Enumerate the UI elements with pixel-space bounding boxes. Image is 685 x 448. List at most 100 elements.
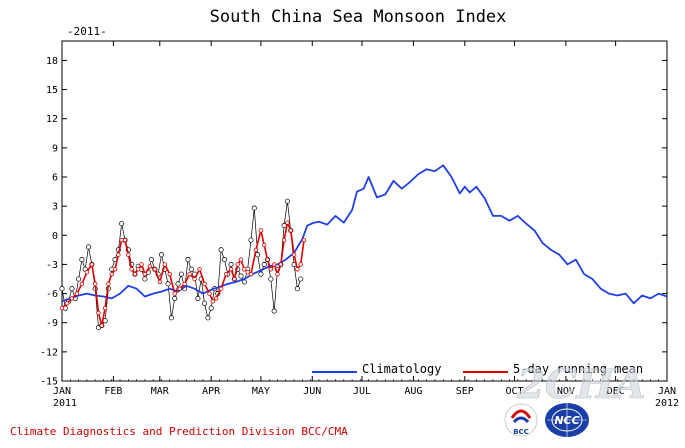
running-mean-point [207,291,212,296]
ncc-logo: NCC [545,403,589,437]
x-tick-label: MAY [252,386,270,397]
running-mean-point [109,271,114,277]
running-mean-point [79,281,85,287]
daily-index-point [208,305,214,311]
daily-index-point [172,295,178,301]
plot-frame [61,40,668,382]
daily-index-point [258,271,264,277]
daily-index-point [195,295,201,301]
x-tick-label: JUL [353,386,371,397]
running-mean-point [157,279,162,285]
running-mean-point [106,281,111,287]
running-mean-point [126,252,131,257]
chart-subtitle: -2011- [67,25,107,38]
running-mean-point [223,271,229,277]
daily-index-point [205,315,211,321]
watermark-text: 2CHA [516,361,646,408]
y-tick-label: 18 [46,56,58,67]
running-mean-point [295,267,300,272]
bcc-logo-text: BCC [513,428,529,436]
y-tick-label: -9 [46,318,58,329]
y-tick-label: 0 [52,231,58,242]
daily-index-point [271,308,277,314]
running-mean-point [228,267,234,272]
y-tick-label: -6 [46,289,58,300]
running-mean-point [245,270,250,275]
running-mean-point [275,271,280,277]
daily-index-point [298,276,304,282]
running-mean-point [288,228,293,233]
running-mean-point [232,276,237,282]
running-mean-point [89,262,95,267]
running-mean-point [129,267,134,272]
running-mean-point [162,262,167,267]
running-mean-point [291,252,297,257]
legend-climatology-label: Climatology [362,362,441,376]
running-mean-point [122,237,128,243]
y-tick-label: 12 [46,114,58,125]
running-mean-point [265,257,270,262]
running-mean-point [218,286,224,291]
running-mean-point [112,267,118,272]
series-layer [59,164,668,331]
daily-index-point [76,276,82,282]
daily-index-point [158,252,165,258]
running-mean-point [177,286,182,291]
running-mean-point [147,264,153,269]
running-mean-point [74,291,80,296]
x-tick-label: JAN [658,386,676,397]
running-mean-point [268,267,274,272]
running-mean-point [210,299,216,304]
ncc-logo-text: NCC [554,414,579,427]
daily-index-point [85,244,92,250]
y-tick-label: 6 [52,173,58,184]
daily-index-point [168,315,174,321]
daily-index-point [59,286,65,292]
footer-division-text: Climate Diagnostics and Prediction Divis… [10,425,348,438]
running-mean-point [258,228,264,233]
x-tick-label: SEP [456,386,474,397]
running-mean-point [235,262,240,267]
x-tick-label: JUN [303,386,321,397]
x-year-end: 2012 [655,398,679,409]
daily-index-point [228,261,234,267]
y-tick-label: 9 [52,143,58,154]
running-mean-point [167,271,172,277]
running-mean-point [253,247,259,253]
daily-index-point [165,281,171,287]
x-tick-label: NOV [557,386,575,397]
running-mean-point [192,276,197,282]
running-mean-point [96,310,101,316]
running-mean-point [136,267,141,272]
x-tick-label: MAR [151,386,170,397]
running-mean-point [99,323,104,328]
running-mean-point [84,270,90,275]
daily-index-point [238,273,244,279]
running-mean-point [116,252,121,257]
daily-index-point [248,237,254,243]
daily-index-point [294,286,300,292]
running-mean-point [278,262,283,267]
running-mean-point [238,257,244,262]
x-tick-label: OCT [505,386,523,397]
y-tick-label: 3 [52,202,58,213]
bcc-logo: BCC [504,403,538,437]
running-mean-point [187,271,192,277]
running-mean-point [139,262,144,267]
y-tick-label: 15 [46,85,58,96]
running-mean-point [69,296,75,301]
running-mean-point [271,262,277,267]
running-mean-point [213,296,219,301]
daily-index-point [119,221,125,227]
running-mean-point [182,281,187,287]
daily-index-point [201,300,208,306]
running-mean-point [202,281,207,287]
x-tick-label: DEC [607,386,625,397]
running-mean-point [262,242,267,248]
running-mean-point [242,267,247,272]
daily-index-point [281,223,287,229]
running-mean-point [248,271,254,277]
y-tick-label: -12 [40,347,58,358]
daily-index-point [142,276,148,282]
